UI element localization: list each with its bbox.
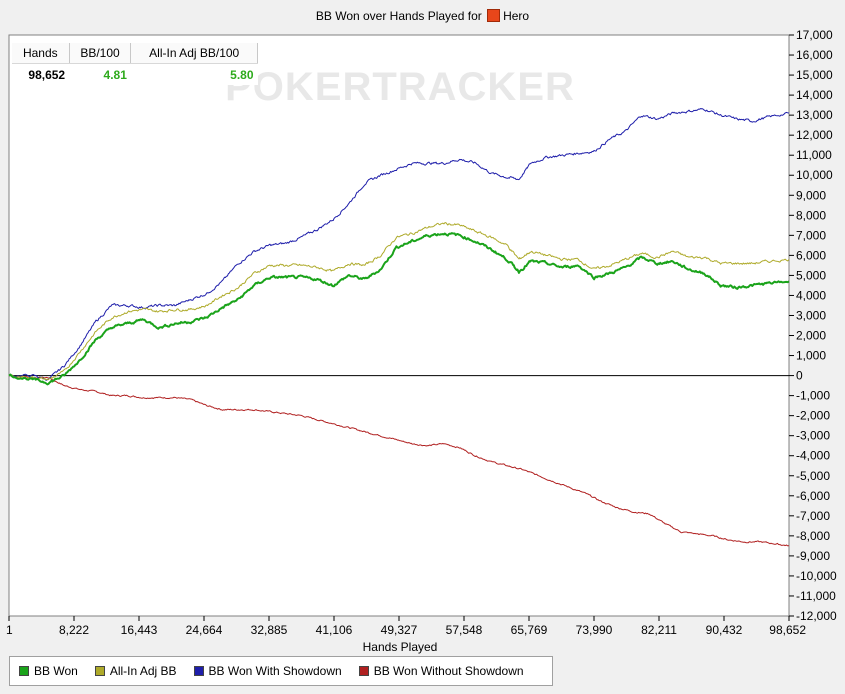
y-tick-label: -6,000	[796, 489, 830, 503]
player-name: Hero	[503, 9, 530, 23]
y-tick-label: 11,000	[796, 148, 832, 162]
legend-label-without-showdown: BB Won Without Showdown	[373, 664, 524, 678]
y-tick-label: 2,000	[796, 329, 826, 343]
x-tick-label: 16,443	[121, 623, 158, 637]
y-tick-label: 17,000	[796, 28, 833, 42]
stats-value-hands: 98,652	[28, 67, 66, 82]
y-tick-label: 6,000	[796, 248, 826, 262]
x-tick-label: 41,106	[316, 623, 353, 637]
legend-item-bb-won[interactable]: BB Won	[19, 664, 78, 678]
y-axis: 17,000 16,000 15,000 14,000 13,000 12,000 11,0…	[789, 28, 837, 623]
stats-header-hands: Hands	[12, 43, 70, 64]
y-tick-label: 12,000	[796, 128, 833, 142]
y-tick-label: 13,000	[796, 108, 833, 122]
x-tick-label: 1	[6, 623, 13, 637]
y-tick-label: 10,000	[796, 168, 833, 182]
x-axis-label: Hands Played	[362, 640, 438, 654]
series-allin-adj	[8, 222, 790, 381]
x-tick-label: 8,222	[59, 623, 89, 637]
y-tick-label: -7,000	[796, 509, 830, 523]
y-tick-label: 4,000	[796, 288, 826, 302]
x-tick-label: 98,652	[769, 623, 806, 637]
legend-label-allin-adj: All-In Adj BB	[109, 664, 177, 678]
legend-swatch-with-showdown	[193, 666, 204, 676]
y-tick-label: -2,000	[796, 409, 830, 423]
legend-item-with-showdown[interactable]: BB Won With Showdown	[193, 664, 342, 678]
y-tick-label: 5,000	[796, 268, 826, 282]
y-tick-label: -12,000	[796, 609, 837, 623]
y-tick-label: -5,000	[796, 469, 830, 483]
legend-label-with-showdown: BB Won With Showdown	[208, 664, 342, 678]
stats-header-row: Hands BB/100 All-In Adj BB/100	[12, 43, 258, 64]
y-tick-label: -10,000	[796, 569, 837, 583]
y-tick-label: 8,000	[796, 208, 826, 222]
stats-value-row: 98,652 4.81 5.80	[12, 64, 258, 86]
chart-plot: POKERTRACKER 17,00016,00015,00014,00013,…	[6, 28, 837, 637]
player-icon	[487, 9, 501, 22]
y-tick-label: -4,000	[796, 449, 830, 463]
legend-label-bb-won: BB Won	[34, 664, 78, 678]
y-tick-label: 14,000	[796, 88, 833, 102]
stats-header-bb100: BB/100	[69, 43, 132, 64]
y-tick-label: -1,000	[796, 389, 830, 403]
y-tick-label: 16,000	[796, 48, 833, 62]
series-without-showdown	[9, 375, 790, 547]
x-tick-label: 90,432	[706, 623, 743, 637]
legend-swatch-without-showdown	[358, 666, 369, 676]
legend-item-allin-adj[interactable]: All-In Adj BB	[94, 664, 177, 678]
y-tick-label: -8,000	[796, 529, 830, 543]
chart-title: BB Won over Hands Played for Hero	[0, 9, 845, 23]
y-tick-label: 0	[796, 369, 803, 383]
x-tick-label: 57,548	[446, 623, 483, 637]
x-tick-label: 82,211	[641, 623, 677, 637]
x-tick-label: 73,990	[576, 623, 613, 637]
watermark: POKERTRACKER	[225, 65, 575, 109]
x-tick-label: 65,769	[511, 623, 548, 637]
y-tick-label: -9,000	[796, 549, 830, 563]
y-tick-label: -11,000	[796, 589, 836, 603]
series-group	[8, 108, 790, 547]
series-bb-won	[8, 232, 790, 386]
legend: BB Won All-In Adj BB BB Won With Showdow…	[9, 656, 553, 686]
y-tick-label: 7,000	[796, 228, 826, 242]
x-tick-label: 49,327	[381, 623, 418, 637]
y-tick-label: 1,000	[796, 349, 826, 363]
chart-title-text: BB Won over Hands Played for	[315, 9, 482, 23]
stats-header-allin-bb100: All-In Adj BB/100	[130, 43, 258, 64]
x-tick-label: 32,885	[251, 623, 288, 637]
legend-swatch-bb-won	[19, 666, 29, 676]
stats-value-bb100: 4.81	[103, 67, 127, 82]
legend-item-without-showdown[interactable]: BB Won Without Showdown	[358, 664, 524, 678]
stats-table: Hands BB/100 All-In Adj BB/100 98,652 4.…	[12, 43, 258, 85]
y-tick-label: 3,000	[796, 308, 826, 322]
plot-background	[8, 34, 790, 617]
y-tick-label: -3,000	[796, 429, 830, 443]
y-tick-label: 15,000	[796, 68, 833, 82]
x-axis: 1 8,222 16,443 24,664 32,885 41,106 49,327 57,5…	[6, 616, 806, 637]
stats-value-allin-bb100: 5.80	[230, 67, 254, 82]
x-tick-label: 24,664	[186, 623, 223, 637]
y-tick-label: 9,000	[796, 188, 826, 202]
legend-swatch-allin-adj	[94, 666, 105, 676]
